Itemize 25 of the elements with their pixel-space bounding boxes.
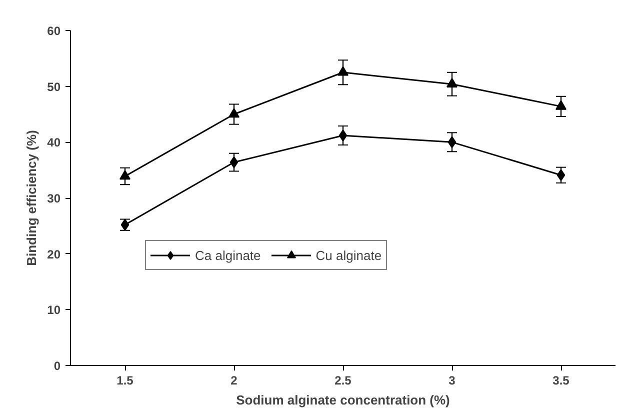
point <box>338 129 348 142</box>
y-axis-title: Binding efficiency (%) <box>24 130 40 266</box>
y-tick-label: 40 <box>47 136 61 150</box>
point <box>338 66 348 76</box>
point <box>556 169 566 182</box>
y-tick-label: 30 <box>47 192 61 206</box>
legend-label: Cu alginate <box>316 248 382 262</box>
point <box>230 156 238 168</box>
y-tick-label: 0 <box>54 359 61 373</box>
y-tick-label: 20 <box>47 247 61 262</box>
y-tick-label: 10 <box>47 303 61 318</box>
x-axis-title: Sodium alginate concentration (%) <box>236 392 450 408</box>
x-tick-label: 2 <box>230 374 238 388</box>
point <box>228 108 240 118</box>
y-tick-label: 50 <box>47 80 61 94</box>
x-tick-label: 3.5 <box>552 374 570 388</box>
x-tick-label: 2.5 <box>334 374 352 388</box>
legend-label: Ca alginate <box>195 248 261 262</box>
point <box>556 100 566 110</box>
x-tick-label: 1.5 <box>116 374 134 388</box>
x-tick-label: 3 <box>448 374 456 388</box>
y-tick-label: 60 <box>47 24 61 38</box>
point <box>448 136 456 148</box>
point <box>446 78 458 88</box>
point <box>120 170 130 180</box>
